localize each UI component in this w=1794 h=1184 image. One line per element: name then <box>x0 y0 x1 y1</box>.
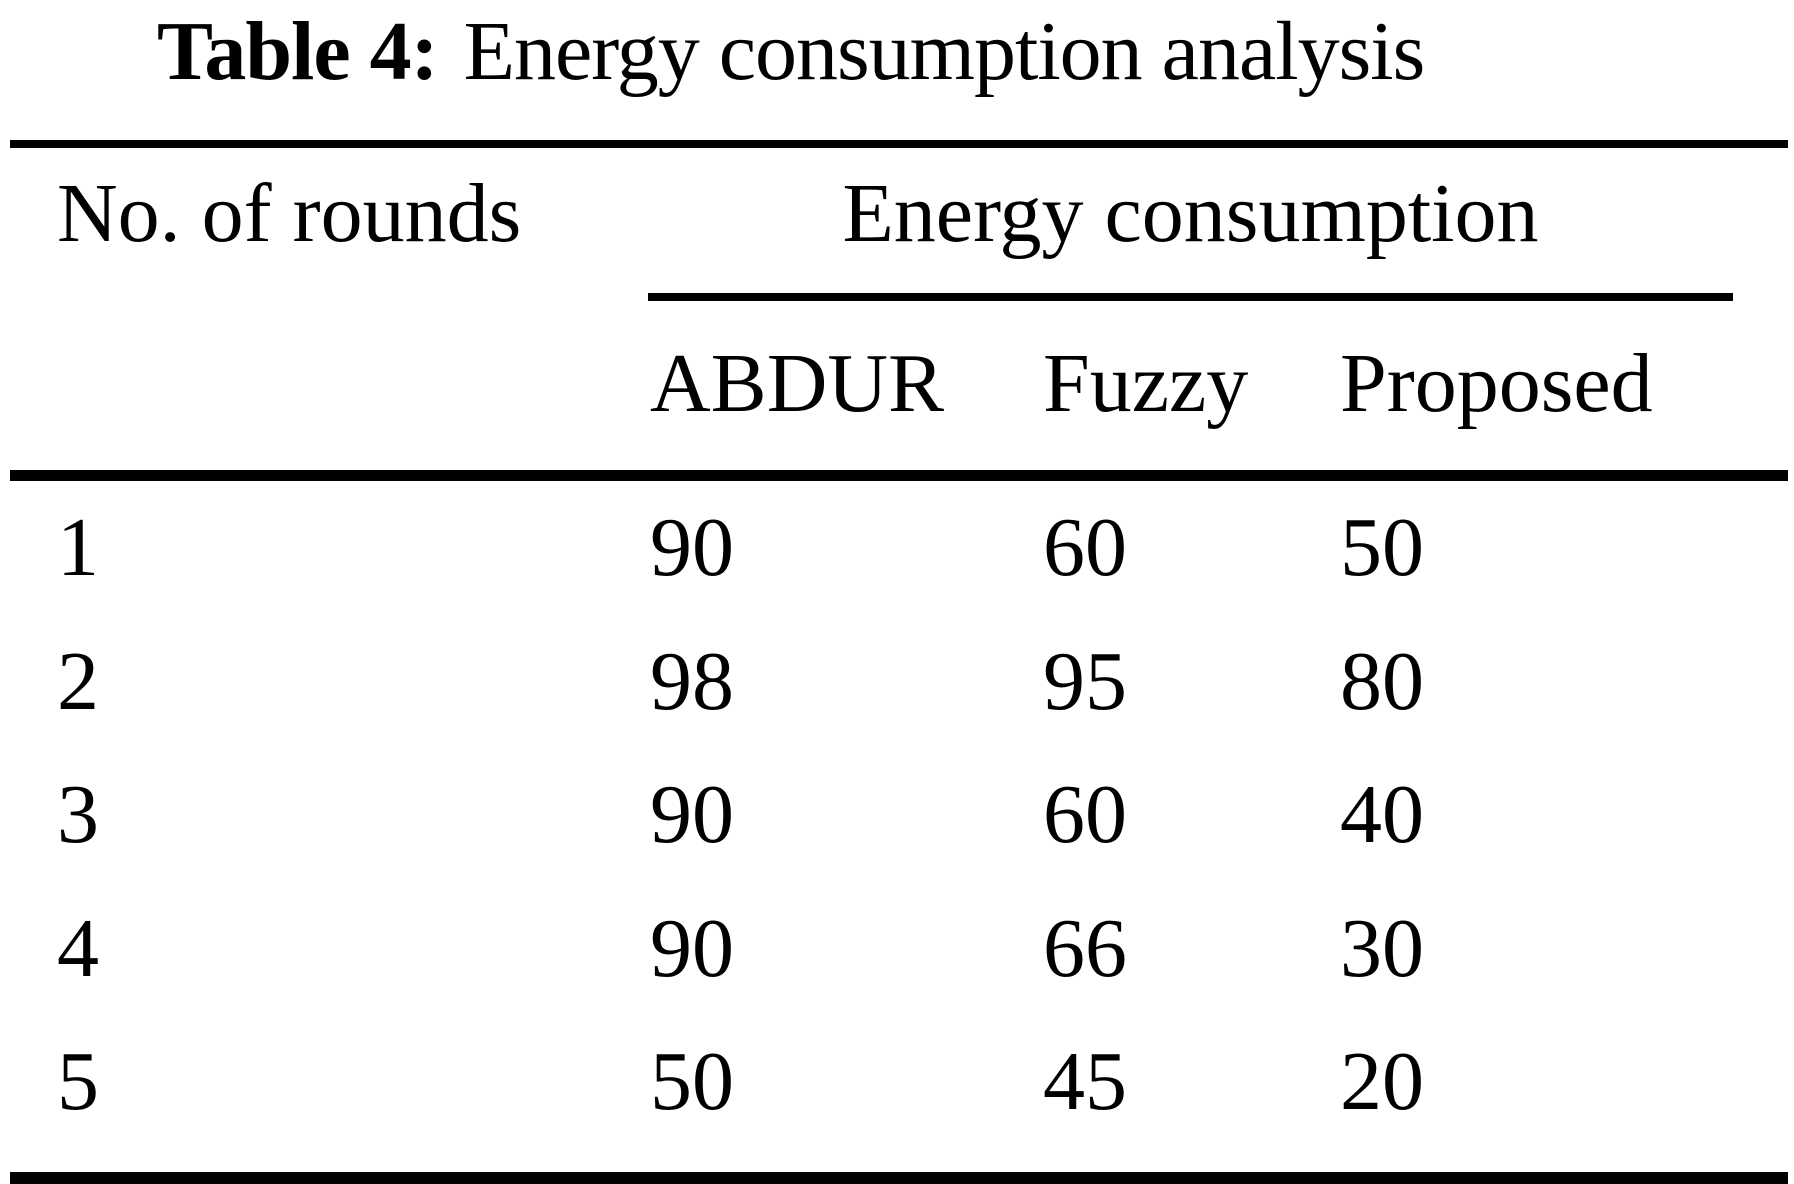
cell-round: 5 <box>57 1035 99 1128</box>
cell-fuzzy: 95 <box>1043 635 1127 728</box>
header-row-methods: ABDUR Fuzzy Proposed <box>0 342 1794 442</box>
mid-rule <box>10 470 1788 481</box>
cell-round: 3 <box>57 768 99 861</box>
table-caption: Table 4: Energy consumption analysis <box>157 10 1425 94</box>
cell-proposed: 40 <box>1340 768 1424 861</box>
cell-round: 2 <box>57 635 99 728</box>
cell-proposed: 20 <box>1340 1035 1424 1128</box>
bottom-rule <box>10 1172 1788 1184</box>
table-row: 5 50 45 20 <box>0 1040 1794 1150</box>
cell-round: 4 <box>57 902 99 995</box>
cell-fuzzy: 66 <box>1043 902 1127 995</box>
column-header-fuzzy: Fuzzy <box>1043 337 1249 430</box>
table-row: 1 90 60 50 <box>0 506 1794 616</box>
cell-abdur: 50 <box>650 1035 734 1128</box>
cell-fuzzy: 45 <box>1043 1035 1127 1128</box>
table-caption-label: Table 4: <box>157 5 439 98</box>
table-row: 2 98 95 80 <box>0 640 1794 750</box>
cell-round: 1 <box>57 501 99 594</box>
cell-abdur: 90 <box>650 501 734 594</box>
cell-proposed: 80 <box>1340 635 1424 728</box>
top-rule <box>10 140 1788 148</box>
cell-proposed: 50 <box>1340 501 1424 594</box>
cell-abdur: 90 <box>650 902 734 995</box>
column-header-rounds: No. of rounds <box>57 167 522 260</box>
cell-abdur: 90 <box>650 768 734 861</box>
column-header-proposed: Proposed <box>1340 337 1653 430</box>
column-header-abdur: ABDUR <box>650 337 945 430</box>
header-row-group: No. of rounds Energy consumption <box>0 172 1794 272</box>
table-row: 3 90 60 40 <box>0 773 1794 883</box>
table-row: 4 90 66 30 <box>0 907 1794 1017</box>
group-header-energy-consumption: Energy consumption <box>842 167 1539 260</box>
table-caption-text: Energy consumption analysis <box>463 5 1426 98</box>
cell-proposed: 30 <box>1340 902 1424 995</box>
cell-abdur: 98 <box>650 635 734 728</box>
cell-fuzzy: 60 <box>1043 501 1127 594</box>
group-header-rule <box>648 293 1733 301</box>
cell-fuzzy: 60 <box>1043 768 1127 861</box>
